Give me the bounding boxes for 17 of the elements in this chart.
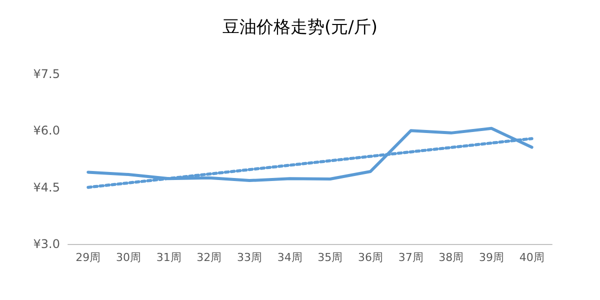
y-tick-label: ¥6.0 [33,124,60,138]
x-tick-label: 40周 [519,251,544,264]
x-tick-label: 29周 [76,251,101,264]
chart-title: 豆油价格走势(元/斤) [222,18,378,38]
x-tick-label: 33周 [237,251,262,264]
y-tick-label: ¥3.0 [33,237,60,251]
x-tick-label: 39周 [479,251,504,264]
y-tick-label: ¥7.5 [33,67,60,81]
x-tick-label: 38周 [438,251,464,264]
x-tick-label: 32周 [196,251,222,264]
x-tick-label: 35周 [318,251,343,264]
x-tick-label: 36周 [358,251,383,264]
x-tick-label: 31周 [156,251,182,264]
x-tick-label: 37周 [398,251,424,264]
x-tick-label: 30周 [116,251,141,264]
y-tick-label: ¥4.5 [33,180,60,194]
x-tick-label: 34周 [277,251,302,264]
